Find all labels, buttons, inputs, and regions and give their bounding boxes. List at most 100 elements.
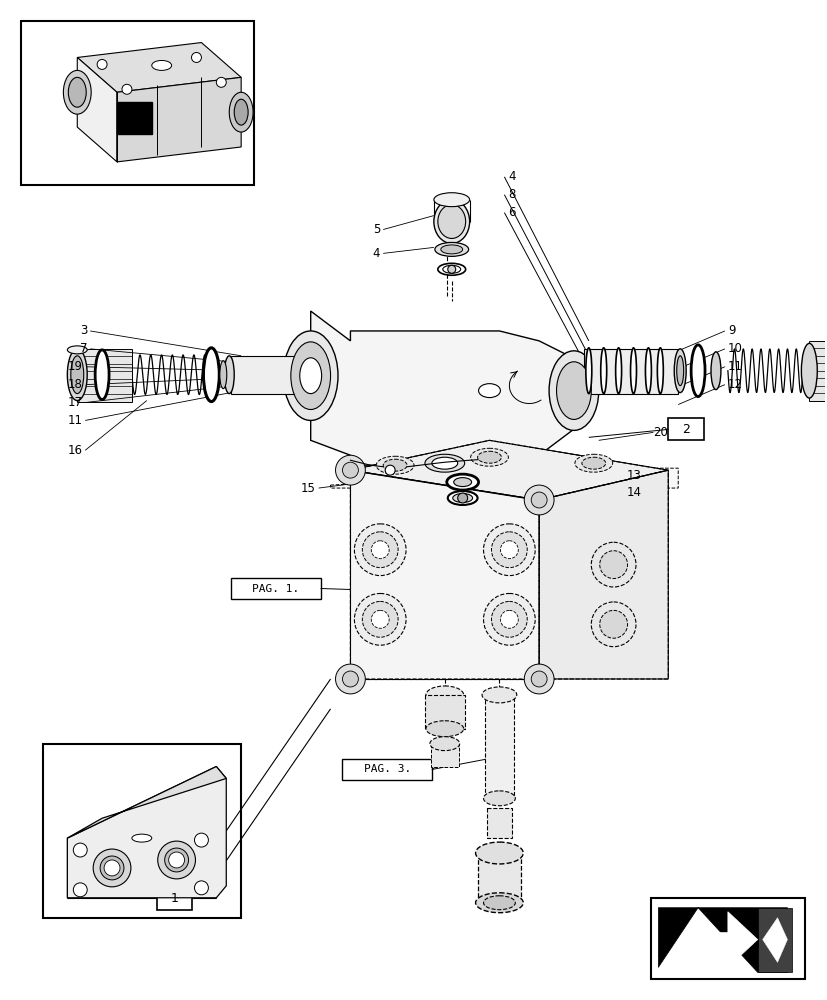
Ellipse shape bbox=[95, 350, 109, 400]
Ellipse shape bbox=[69, 77, 86, 107]
Polygon shape bbox=[692, 912, 757, 967]
Ellipse shape bbox=[203, 348, 219, 402]
Text: 2: 2 bbox=[681, 423, 689, 436]
Text: 7: 7 bbox=[79, 342, 87, 355]
Ellipse shape bbox=[354, 524, 405, 576]
Ellipse shape bbox=[432, 457, 457, 469]
Ellipse shape bbox=[491, 601, 527, 637]
Circle shape bbox=[531, 492, 547, 508]
Text: 6: 6 bbox=[508, 206, 515, 219]
Ellipse shape bbox=[219, 361, 227, 389]
Ellipse shape bbox=[354, 593, 405, 645]
Ellipse shape bbox=[234, 99, 248, 125]
Circle shape bbox=[216, 77, 226, 87]
Ellipse shape bbox=[100, 856, 124, 880]
Ellipse shape bbox=[299, 358, 321, 394]
Circle shape bbox=[335, 455, 365, 485]
Text: 11: 11 bbox=[67, 414, 82, 427]
Polygon shape bbox=[430, 744, 458, 767]
Ellipse shape bbox=[491, 532, 527, 568]
Ellipse shape bbox=[131, 834, 151, 842]
Ellipse shape bbox=[370, 541, 389, 559]
Ellipse shape bbox=[475, 842, 523, 864]
Text: PAG. 1.: PAG. 1. bbox=[252, 584, 299, 594]
Circle shape bbox=[74, 843, 87, 857]
Ellipse shape bbox=[673, 349, 686, 393]
Ellipse shape bbox=[483, 593, 534, 645]
Text: 15: 15 bbox=[300, 482, 315, 495]
Ellipse shape bbox=[224, 356, 234, 394]
Polygon shape bbox=[350, 470, 538, 679]
Ellipse shape bbox=[548, 351, 598, 430]
Polygon shape bbox=[67, 767, 226, 898]
Polygon shape bbox=[757, 908, 791, 972]
Ellipse shape bbox=[483, 896, 514, 910]
Text: 11: 11 bbox=[727, 360, 742, 373]
Ellipse shape bbox=[500, 610, 518, 628]
Ellipse shape bbox=[71, 356, 84, 394]
Ellipse shape bbox=[500, 541, 518, 559]
Bar bbox=[342, 759, 432, 780]
Ellipse shape bbox=[599, 551, 627, 579]
Ellipse shape bbox=[556, 362, 590, 419]
Circle shape bbox=[191, 52, 201, 62]
Text: 4: 4 bbox=[508, 170, 515, 183]
Ellipse shape bbox=[599, 610, 627, 638]
Ellipse shape bbox=[424, 454, 464, 472]
Circle shape bbox=[457, 493, 467, 503]
Ellipse shape bbox=[453, 478, 471, 487]
Polygon shape bbox=[117, 77, 241, 162]
Bar bbox=[583, 349, 677, 394]
Ellipse shape bbox=[283, 331, 337, 420]
Ellipse shape bbox=[290, 342, 330, 410]
Circle shape bbox=[104, 860, 120, 876]
Ellipse shape bbox=[362, 532, 398, 568]
Ellipse shape bbox=[447, 474, 478, 490]
Circle shape bbox=[342, 462, 358, 478]
Polygon shape bbox=[762, 918, 786, 962]
Polygon shape bbox=[77, 57, 117, 162]
Polygon shape bbox=[484, 694, 514, 798]
Bar bbox=[117, 102, 151, 134]
Polygon shape bbox=[77, 43, 241, 92]
Ellipse shape bbox=[452, 494, 472, 502]
Ellipse shape bbox=[375, 456, 414, 474]
Ellipse shape bbox=[165, 848, 189, 872]
Polygon shape bbox=[486, 808, 512, 838]
Ellipse shape bbox=[483, 791, 514, 806]
Polygon shape bbox=[657, 908, 786, 972]
Ellipse shape bbox=[440, 245, 462, 254]
Polygon shape bbox=[310, 311, 578, 465]
Ellipse shape bbox=[429, 737, 459, 751]
Polygon shape bbox=[538, 470, 667, 679]
Ellipse shape bbox=[442, 265, 460, 273]
Text: 5: 5 bbox=[372, 223, 380, 236]
Ellipse shape bbox=[645, 348, 651, 394]
Ellipse shape bbox=[370, 610, 389, 628]
Ellipse shape bbox=[425, 686, 463, 704]
Text: 17: 17 bbox=[67, 396, 82, 409]
Ellipse shape bbox=[64, 70, 91, 114]
Bar bbox=[231, 578, 320, 599]
Polygon shape bbox=[350, 440, 667, 500]
Circle shape bbox=[447, 265, 455, 273]
Ellipse shape bbox=[93, 849, 131, 887]
Circle shape bbox=[385, 465, 394, 475]
Ellipse shape bbox=[574, 454, 612, 472]
Text: 10: 10 bbox=[727, 342, 742, 355]
Ellipse shape bbox=[67, 346, 87, 354]
Text: 14: 14 bbox=[626, 486, 641, 499]
Ellipse shape bbox=[590, 542, 635, 587]
Ellipse shape bbox=[433, 193, 469, 207]
Circle shape bbox=[194, 881, 208, 895]
Ellipse shape bbox=[383, 459, 407, 471]
Ellipse shape bbox=[581, 457, 605, 469]
Ellipse shape bbox=[710, 352, 720, 390]
Ellipse shape bbox=[600, 348, 606, 394]
Ellipse shape bbox=[425, 721, 463, 737]
Bar bbox=[21, 21, 254, 185]
Circle shape bbox=[523, 664, 553, 694]
Ellipse shape bbox=[676, 356, 683, 386]
Circle shape bbox=[169, 852, 184, 868]
Circle shape bbox=[342, 671, 358, 687]
